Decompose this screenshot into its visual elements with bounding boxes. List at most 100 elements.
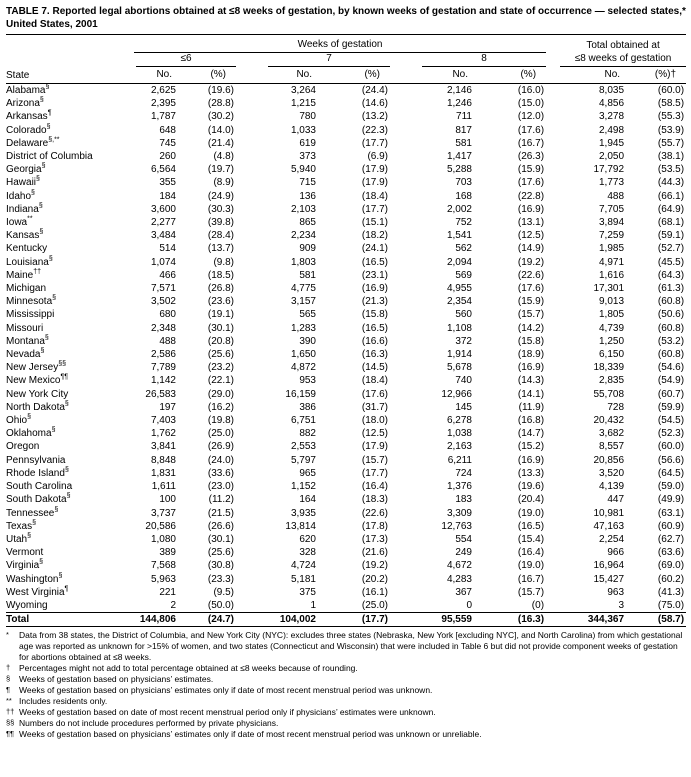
table-row: Iowa** 2,277 (39.8) 865 (15.1) 752 (13.1) 3,894…: [6, 216, 686, 229]
percent-cell: (60.8): [657, 349, 685, 361]
state-cell: Colorado§: [6, 123, 51, 136]
count-cell: 1,108: [446, 322, 472, 334]
percent-cell: (16.9): [517, 362, 545, 374]
percent-cell: (30.1): [207, 322, 234, 334]
count-cell: 5,940: [290, 164, 316, 176]
count-cell: 6,751: [290, 415, 316, 427]
count-cell: 7,571: [150, 283, 176, 295]
percent-cell: (62.7): [657, 533, 685, 545]
percent-cell: (24.7): [178, 612, 236, 628]
count-cell: 183: [455, 494, 472, 506]
percent-cell: (16.4): [517, 547, 545, 559]
count-cell: 2,234: [290, 230, 316, 242]
state-footnote-marker: §: [31, 189, 35, 197]
percent-cell: (11.9): [518, 401, 545, 413]
percent-cell: (52.7): [657, 243, 685, 255]
percent-cell: (17.6): [361, 388, 388, 400]
count-cell: 2,094: [446, 256, 472, 268]
count-cell: 2,254: [599, 533, 625, 545]
count-cell: 4,724: [290, 560, 316, 572]
count-cell: 724: [455, 467, 472, 479]
state-cell: Virginia§: [6, 558, 44, 572]
count-cell: 2,498: [599, 124, 625, 136]
percent-cell: (15.7): [517, 309, 545, 321]
percent-cell: (16.4): [361, 481, 388, 493]
count-cell: 2,050: [599, 151, 625, 163]
percent-cell: (25.6): [207, 547, 234, 559]
percent-cell: (8.9): [213, 177, 234, 189]
table-row: Pennsylvania 8,848 (24.0) 5,797 (15.7) 6,211 (…: [6, 454, 686, 467]
count-cell: 4,283: [446, 573, 472, 585]
table-title: TABLE 7. Reported legal abortions obtain…: [6, 6, 686, 30]
footnote-marker: *: [6, 630, 9, 640]
count-cell: 3,502: [150, 296, 176, 308]
count-cell: 817: [455, 124, 472, 136]
state-cell: Louisiana§: [6, 255, 53, 268]
percent-cell: (9.5): [213, 586, 234, 598]
percent-cell: (60.0): [657, 85, 685, 96]
percent-cell: (16.3): [361, 349, 388, 361]
column-group-total-line2: ≤8 weeks of gestation: [560, 53, 687, 67]
count-cell: 20,432: [593, 415, 625, 427]
state-cell: Oklahoma§: [6, 426, 56, 440]
percent-cell: (17.6): [517, 177, 545, 189]
column-subgroup-7-cell: 7: [236, 53, 390, 67]
state-cell: Georgia§: [6, 162, 46, 176]
percent-cell: (23.0): [207, 481, 234, 493]
count-cell: 1,762: [150, 428, 176, 440]
table-row: Georgia§ 6,564 (19.7) 5,940 (17.9) 5,288 (15.9…: [6, 163, 686, 176]
count-cell: 4,955: [446, 283, 472, 295]
percent-cell: (30.8): [207, 560, 234, 572]
count-cell: 1,541: [446, 230, 472, 242]
count-cell: 565: [299, 309, 316, 321]
percent-cell: (17.9): [361, 177, 388, 189]
count-cell: 466: [159, 269, 176, 281]
percent-cell: (64.5): [657, 467, 685, 479]
state-cell: Delaware§,**: [6, 136, 60, 149]
percent-cell: (21.4): [207, 137, 234, 149]
count-cell: 581: [299, 269, 316, 281]
count-cell: 7,259: [599, 230, 625, 242]
percent-cell: (22.8): [517, 190, 545, 202]
count-cell: 373: [299, 151, 316, 163]
count-cell: 4,672: [446, 560, 472, 572]
count-cell: 328: [299, 547, 316, 559]
state-cell: Maine††: [6, 268, 42, 281]
state-cell: Ohio§: [6, 413, 32, 427]
count-cell: 620: [299, 533, 316, 545]
table-row: New Mexico¶¶ 1,142 (22.1) 953 (18.4) 740 (14.3…: [6, 374, 686, 387]
count-cell: 1,080: [150, 533, 176, 545]
count-cell: 7,789: [150, 362, 176, 374]
count-cell: 1,038: [446, 428, 472, 440]
state-cell: Pennsylvania: [6, 454, 66, 466]
count-cell: 5,181: [290, 573, 316, 585]
count-cell: 1,417: [446, 151, 472, 163]
state-footnote-marker: §: [39, 228, 44, 236]
count-cell: 1,283: [290, 322, 316, 334]
percent-cell: (38.1): [657, 151, 685, 163]
percent-cell: (20.8): [207, 335, 234, 347]
percent-cell: (61.3): [657, 283, 685, 295]
count-cell: 2,103: [290, 203, 316, 215]
percent-cell: (16.3): [474, 612, 547, 628]
percent-cell: (50.0): [207, 599, 234, 611]
count-cell: 344,367: [546, 612, 627, 628]
column-header-no-1: No.: [134, 67, 178, 84]
percent-cell: (17.7): [318, 612, 390, 628]
footnote-marker: ¶¶: [6, 729, 15, 739]
count-cell: 249: [455, 547, 472, 559]
count-cell: 562: [455, 243, 472, 255]
percent-cell: (63.6): [657, 547, 685, 559]
percent-cell: (52.3): [657, 428, 685, 440]
count-cell: 6,278: [446, 415, 472, 427]
count-cell: 4,739: [599, 322, 625, 334]
table-row: Kansas§ 3,484 (28.4) 2,234 (18.2) 1,541 (12.5)…: [6, 229, 686, 242]
count-cell: 2,586: [150, 349, 176, 361]
count-cell: 8,557: [599, 441, 625, 453]
percent-cell: (60.8): [657, 296, 685, 308]
percent-cell: (21.5): [207, 507, 234, 519]
count-cell: 4,139: [599, 481, 625, 493]
count-cell: 1,152: [290, 481, 316, 493]
percent-cell: (15.7): [517, 586, 545, 598]
percent-cell: (24.0): [207, 454, 234, 466]
